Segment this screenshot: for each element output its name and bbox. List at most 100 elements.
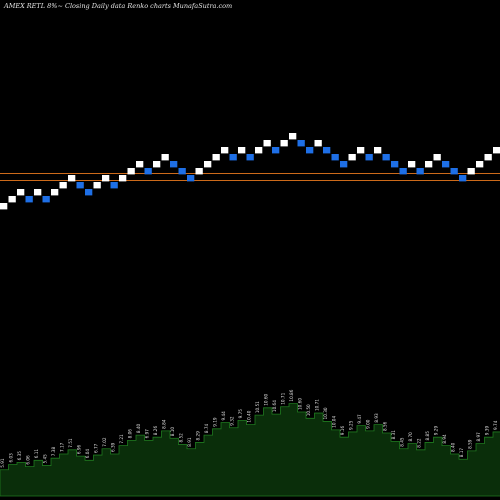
volume-label: 7.02 xyxy=(102,437,107,447)
brick-up xyxy=(357,147,365,154)
volume-label: 8.10 xyxy=(170,427,175,437)
brick-up xyxy=(425,161,433,168)
volume-label: 6.97 xyxy=(145,429,150,439)
brick-down xyxy=(110,182,118,189)
brick-up xyxy=(289,133,297,140)
brick-up xyxy=(408,161,416,168)
volume-label: 8.52 xyxy=(179,433,184,443)
brick-down xyxy=(42,196,50,203)
brick-down xyxy=(340,161,348,168)
volume-label: 8.26 xyxy=(153,426,158,436)
volume-label: 8.91 xyxy=(187,437,192,447)
brick-down xyxy=(76,182,84,189)
brick-down xyxy=(306,147,314,154)
volume-label: 9.25 xyxy=(349,420,354,430)
renko-bricks xyxy=(0,133,500,210)
brick-down xyxy=(365,154,373,161)
volume-label: 8.84 xyxy=(162,419,167,429)
brick-up xyxy=(153,161,161,168)
volume-label: 8.22 xyxy=(417,438,422,448)
brick-down xyxy=(399,168,407,175)
volume-area xyxy=(0,403,500,497)
volume-label: 6.04 xyxy=(85,449,90,459)
volume-label: 8.70 xyxy=(408,432,413,442)
brick-down xyxy=(85,189,93,196)
brick-up xyxy=(263,140,271,147)
brick-up xyxy=(433,154,441,161)
volume-label: 10.51 xyxy=(255,401,260,413)
volume-label: 10.86 xyxy=(289,389,294,401)
brick-down xyxy=(382,154,390,161)
brick-up xyxy=(8,196,16,203)
volume-label: 10.40 xyxy=(247,410,252,422)
volume-label: 8.31 xyxy=(391,430,396,440)
volume-label: 6.03 xyxy=(9,453,14,463)
brick-up xyxy=(102,175,110,182)
volume-label: 5.45 xyxy=(43,454,48,464)
brick-up xyxy=(204,161,212,168)
brick-up xyxy=(127,168,135,175)
brick-up xyxy=(484,154,492,161)
brick-up xyxy=(0,203,8,210)
volume-label: 9.32 xyxy=(230,416,235,426)
volume-label: 10.04 xyxy=(332,416,337,428)
volume-label: 7.51 xyxy=(68,438,73,448)
brick-up xyxy=(136,161,144,168)
volume-label: 8.85 xyxy=(425,431,430,441)
brick-up xyxy=(348,154,356,161)
brick-down xyxy=(331,154,339,161)
volume-label: 8.40 xyxy=(136,423,141,433)
volume-label: 9.29 xyxy=(434,426,439,436)
volume-label: 9.44 xyxy=(221,411,226,421)
brick-up xyxy=(93,182,101,189)
brick-down xyxy=(25,196,33,203)
volume-label: 9.16 xyxy=(340,426,345,436)
brick-up xyxy=(119,175,127,182)
brick-down xyxy=(246,154,254,161)
brick-up xyxy=(51,189,59,196)
brick-down xyxy=(323,147,331,154)
volume-label: 5.91 xyxy=(0,458,5,468)
brick-up xyxy=(280,140,288,147)
volume-label: 7.17 xyxy=(60,442,65,452)
brick-up xyxy=(314,140,322,147)
volume-label: 10.64 xyxy=(272,400,277,412)
volume-label: 9.00 xyxy=(366,419,371,429)
volume-label: 8.56 xyxy=(383,421,388,431)
volume-label: 9.47 xyxy=(357,414,362,424)
volume-label: 8.93 xyxy=(374,413,379,423)
brick-up xyxy=(212,154,220,161)
volume-label: 10.30 xyxy=(323,407,328,419)
volume-label: 6.39 xyxy=(111,442,116,452)
brick-down xyxy=(416,168,424,175)
volume-label: 9.75 xyxy=(238,409,243,419)
volume-label: 10.71 xyxy=(281,392,286,404)
brick-up xyxy=(255,147,263,154)
volume-label: 8.17 xyxy=(459,448,464,458)
brick-down xyxy=(229,154,237,161)
volume-label: 8.40 xyxy=(451,442,456,452)
brick-down xyxy=(391,161,399,168)
volume-label: 6.77 xyxy=(94,443,99,453)
brick-up xyxy=(195,168,203,175)
volume-label: 8.94 xyxy=(442,434,447,444)
volume-label: 10.50 xyxy=(306,404,311,416)
volume-label: 8.06 xyxy=(128,429,133,439)
brick-up xyxy=(221,147,229,154)
volume-label: 9.39 xyxy=(485,426,490,436)
volume-label: 10.71 xyxy=(315,399,320,411)
brick-down xyxy=(170,161,178,168)
volume-label: 10.60 xyxy=(264,393,269,405)
brick-down xyxy=(297,140,305,147)
brick-down xyxy=(144,168,152,175)
brick-up xyxy=(68,175,76,182)
volume-label: 7.21 xyxy=(119,434,124,444)
brick-up xyxy=(493,147,500,154)
brick-down xyxy=(178,168,186,175)
volume-label: 7.38 xyxy=(51,447,56,457)
volume-label: 6.06 xyxy=(26,455,31,465)
brick-down xyxy=(187,175,195,182)
brick-up xyxy=(476,161,484,168)
